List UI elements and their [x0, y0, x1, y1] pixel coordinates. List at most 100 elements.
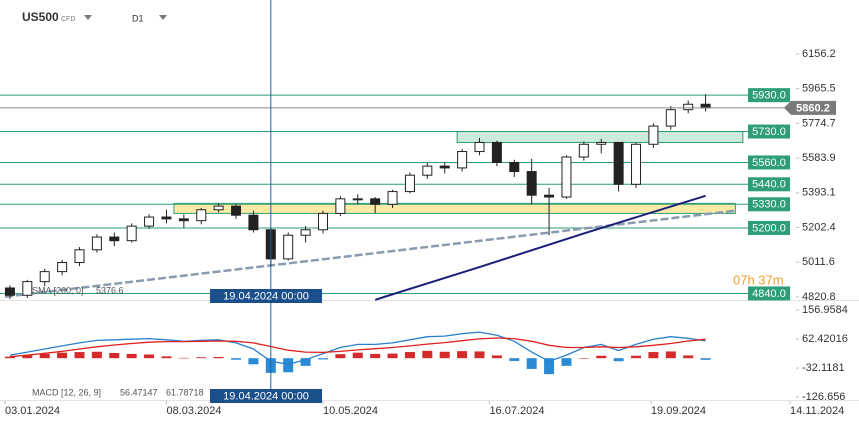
candle-body	[248, 214, 259, 231]
histogram-bar	[422, 350, 433, 359]
macd-line	[9, 331, 706, 365]
candle-body	[57, 262, 68, 273]
histogram-bar	[57, 352, 68, 359]
candle-body	[474, 141, 485, 153]
y-tick-label: 5583.9	[802, 152, 836, 164]
candle-body	[439, 165, 450, 169]
histogram-bar	[300, 358, 311, 366]
candle-body	[109, 236, 120, 242]
y-tick-label: 6156.2	[802, 48, 836, 60]
level-label: 5330.0	[752, 199, 786, 211]
candle-body	[491, 141, 502, 163]
histogram-bar	[561, 358, 572, 366]
macd-name: MACD [12, 26, 9]	[32, 387, 101, 397]
candle-body	[161, 216, 172, 220]
histogram-bar	[370, 353, 381, 359]
y-tick-label: -126.656	[802, 391, 845, 403]
histogram-bar	[74, 352, 85, 359]
candle-body	[665, 109, 676, 127]
level-label: 5730.0	[752, 126, 786, 138]
candle-body	[178, 218, 189, 222]
histogram-bar	[509, 358, 520, 361]
histogram-bar	[700, 358, 711, 360]
histogram-bar	[578, 358, 589, 359]
candle-body	[370, 198, 381, 205]
candle-body	[126, 225, 137, 242]
candle-body	[22, 281, 33, 296]
histogram-bar	[491, 355, 502, 359]
candle-body	[631, 143, 642, 185]
candle-body	[561, 156, 572, 198]
signal-value: 61.78718	[166, 387, 204, 397]
histogram-bar	[248, 358, 259, 365]
histogram-bar	[544, 358, 555, 375]
candle-body	[457, 151, 468, 169]
candle-body	[509, 161, 520, 173]
y-tick-label: -32.1181	[802, 362, 845, 374]
histogram-bar	[335, 354, 346, 359]
histogram-bar	[317, 358, 328, 360]
timeframe[interactable]: D1	[132, 13, 144, 23]
candle-body	[544, 194, 555, 198]
candle-body	[648, 125, 659, 145]
x-tick-label: 14.11.2024	[790, 405, 844, 417]
level-label: 4840.0	[752, 288, 786, 300]
macd-line	[9, 337, 706, 358]
candle-body	[74, 249, 85, 264]
histogram-bar	[457, 351, 468, 359]
candle-body	[196, 209, 207, 222]
histogram-bar	[4, 356, 15, 359]
y-tick-label: 156.9584	[802, 304, 848, 316]
x-tick-label: 08.03.2024	[166, 405, 221, 417]
symbol[interactable]: US500	[22, 10, 59, 24]
candle-body	[683, 103, 694, 111]
instrument: CFD	[61, 16, 75, 23]
candle-body	[352, 198, 363, 201]
candle-body	[144, 216, 155, 227]
level-label: 5930.0	[752, 90, 786, 102]
candle-body	[335, 198, 346, 214]
candle-body	[39, 271, 50, 283]
histogram-bar	[631, 355, 642, 359]
histogram-bar	[126, 353, 137, 359]
level-label-box	[748, 155, 790, 170]
level-label-box	[748, 197, 790, 212]
timeframe-dropdown[interactable]	[159, 15, 167, 20]
histogram-bar	[231, 358, 242, 360]
histogram-bar	[213, 356, 224, 359]
x-tick-label: 10.05.2024	[323, 405, 378, 417]
y-tick-label: 5774.7	[802, 117, 836, 129]
zone	[456, 131, 744, 143]
histogram-bar	[161, 356, 172, 359]
sma-value: 5376.6	[96, 285, 124, 295]
candle-body	[613, 141, 624, 185]
histogram-bar	[665, 351, 676, 359]
histogram-bar	[91, 351, 102, 359]
candle-body	[578, 143, 589, 158]
x-tick-label: 19.09.2024	[651, 405, 706, 417]
crosshair-label: 19.04.2024 00:00	[223, 290, 309, 302]
last-price-box	[784, 100, 836, 115]
candle-body	[526, 171, 537, 196]
histogram-bar	[22, 355, 33, 359]
histogram-bar	[613, 358, 624, 362]
y-tick-label: 4820.8	[802, 291, 836, 303]
symbol-dropdown[interactable]	[84, 15, 92, 20]
level-label-box	[748, 286, 790, 301]
crosshair-label-box	[210, 289, 322, 303]
histogram-bar	[526, 358, 537, 369]
histogram-bar	[39, 353, 50, 359]
histogram-bar	[683, 355, 694, 359]
histogram-bar	[474, 351, 485, 359]
candle-body	[387, 191, 398, 205]
sma-line	[374, 194, 706, 301]
histogram-bar	[387, 353, 398, 359]
candle-body	[213, 205, 224, 211]
candle-body	[4, 287, 15, 296]
y-tick-label: 5965.5	[802, 83, 836, 95]
level-label-box	[748, 124, 790, 139]
level-label-box	[748, 177, 790, 192]
last-price-label: 5860.2	[796, 102, 830, 114]
